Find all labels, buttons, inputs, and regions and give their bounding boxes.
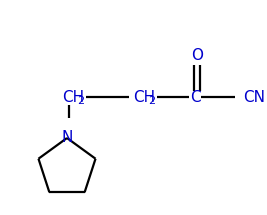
Text: O: O — [191, 48, 203, 63]
Text: 2: 2 — [77, 95, 84, 106]
Text: 2: 2 — [148, 95, 155, 106]
Text: CH: CH — [62, 89, 84, 104]
Text: C: C — [190, 89, 200, 104]
Text: CH: CH — [133, 89, 155, 104]
Text: N: N — [61, 131, 73, 146]
Text: CN: CN — [243, 89, 265, 104]
